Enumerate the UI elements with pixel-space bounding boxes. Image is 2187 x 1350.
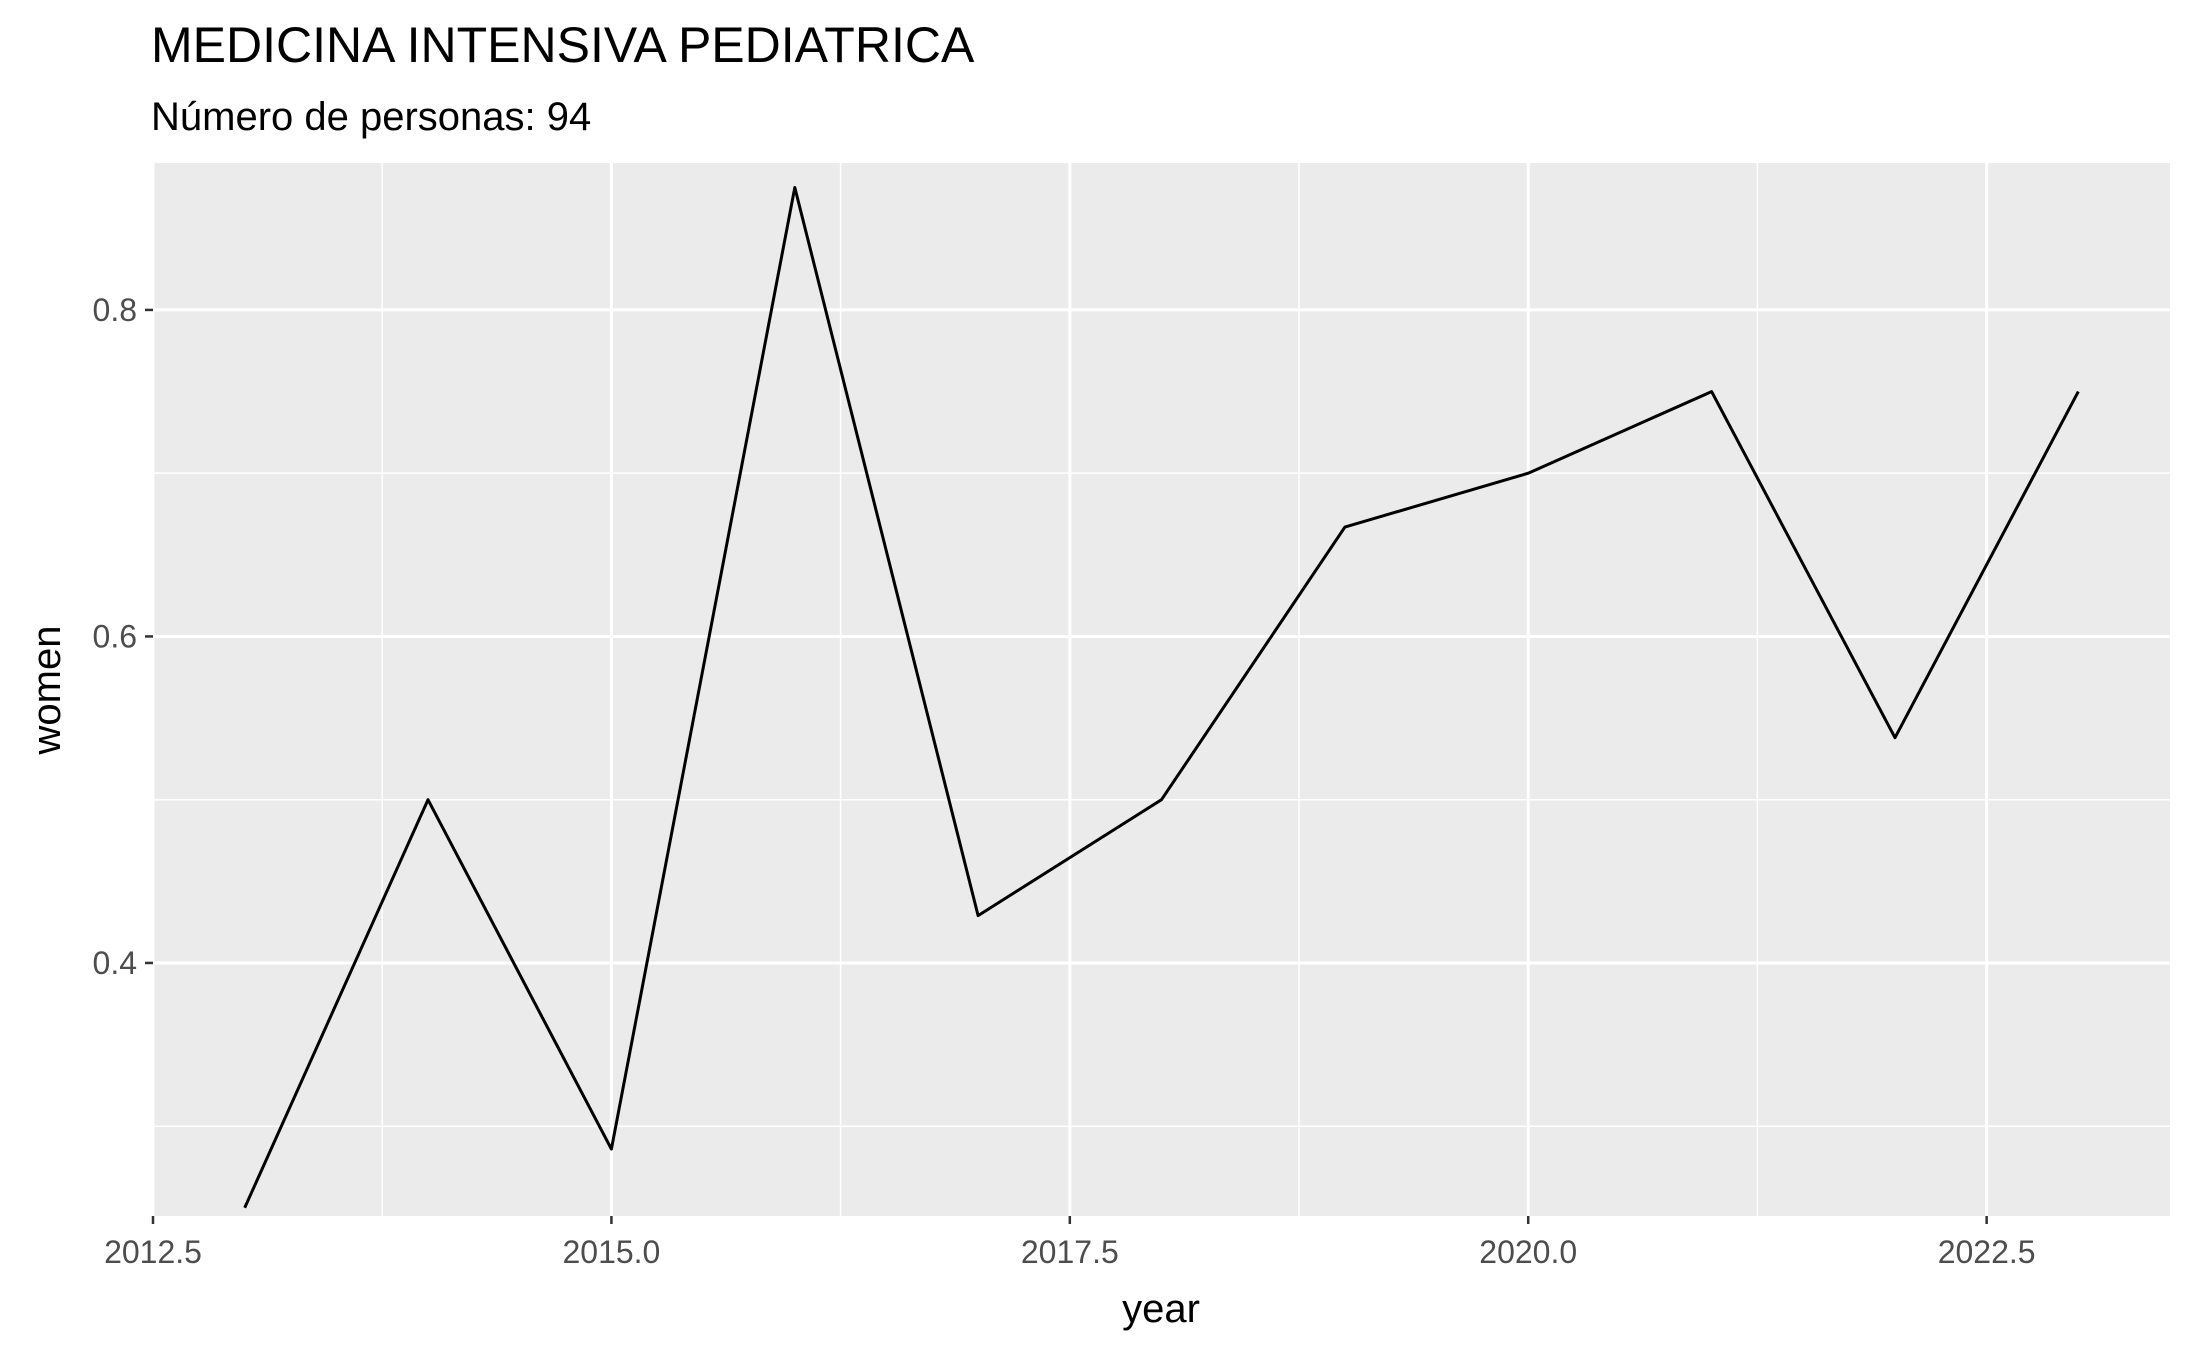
x-tick-label: 2012.5: [104, 1234, 202, 1270]
y-axis-title: women: [25, 626, 69, 756]
y-axis: 0.4 0.6 0.8: [93, 292, 153, 981]
chart-subtitle: Número de personas: 94: [151, 95, 591, 139]
y-tick-label: 0.6: [93, 618, 137, 654]
x-axis: 2012.5 2015.0 2017.5 2020.0 2022.5: [104, 1216, 2036, 1270]
x-tick-label: 2020.0: [1479, 1234, 1577, 1270]
y-tick-label: 0.4: [93, 945, 137, 981]
chart-title: MEDICINA INTENSIVA PEDIATRICA: [151, 17, 975, 73]
series-layer: [243, 186, 2080, 1209]
plot-panel: [153, 163, 2170, 1216]
x-tick-label: 2017.5: [1021, 1234, 1119, 1270]
x-tick-label: 2022.5: [1938, 1234, 2036, 1270]
y-tick-label: 0.8: [93, 292, 137, 328]
x-axis-title: year: [1122, 1287, 1200, 1331]
x-tick-label: 2015.0: [562, 1234, 660, 1270]
